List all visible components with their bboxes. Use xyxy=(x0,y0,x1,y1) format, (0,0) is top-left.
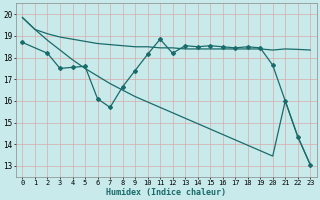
X-axis label: Humidex (Indice chaleur): Humidex (Indice chaleur) xyxy=(106,188,226,197)
